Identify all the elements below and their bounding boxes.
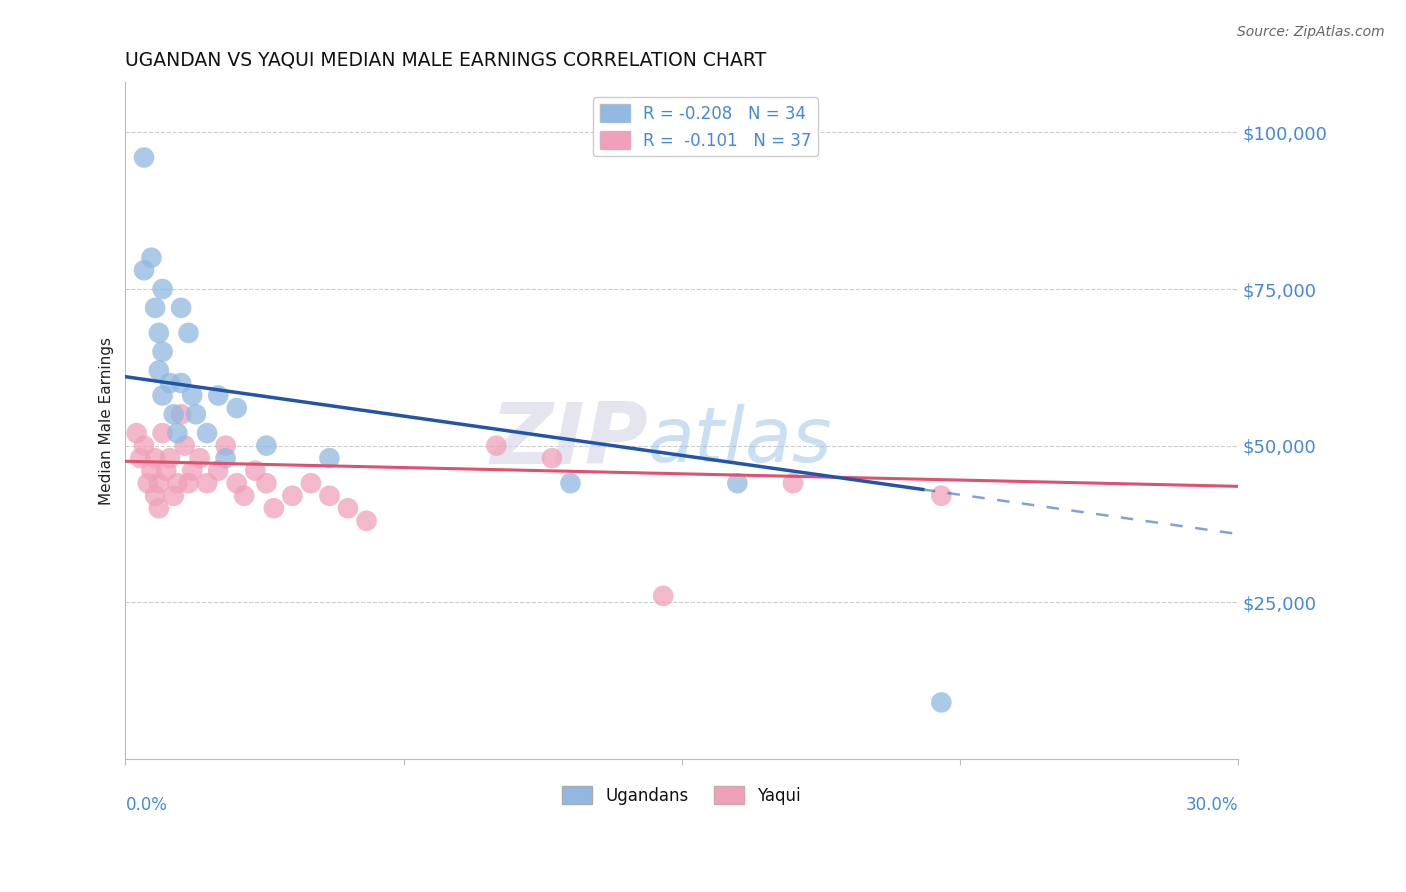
Point: [163, 407, 186, 421]
Point: [281, 489, 304, 503]
Text: atlas: atlas: [648, 404, 832, 478]
Point: [163, 489, 186, 503]
Point: [136, 476, 159, 491]
Point: [184, 407, 207, 421]
Point: [181, 388, 204, 402]
Point: [132, 151, 155, 165]
Point: [166, 476, 188, 491]
Point: [170, 376, 193, 390]
Point: [155, 464, 177, 478]
Point: [177, 476, 200, 491]
Point: [170, 301, 193, 315]
Point: [188, 451, 211, 466]
Text: UGANDAN VS YAQUI MEDIAN MALE EARNINGS CORRELATION CHART: UGANDAN VS YAQUI MEDIAN MALE EARNINGS CO…: [125, 51, 766, 70]
Point: [225, 476, 247, 491]
Point: [485, 439, 508, 453]
Point: [263, 501, 285, 516]
Text: 30.0%: 30.0%: [1185, 796, 1239, 814]
Point: [148, 363, 170, 377]
Point: [541, 451, 564, 466]
Text: Source: ZipAtlas.com: Source: ZipAtlas.com: [1237, 25, 1385, 39]
Point: [245, 464, 267, 478]
Point: [173, 439, 195, 453]
Point: [152, 388, 174, 402]
Point: [166, 426, 188, 441]
Text: 0.0%: 0.0%: [125, 796, 167, 814]
Point: [725, 476, 748, 491]
Point: [159, 451, 181, 466]
Y-axis label: Median Male Earnings: Median Male Earnings: [100, 336, 114, 505]
Point: [207, 388, 229, 402]
Point: [143, 301, 166, 315]
Point: [152, 282, 174, 296]
Point: [207, 464, 229, 478]
Point: [125, 426, 148, 441]
Point: [560, 476, 582, 491]
Point: [214, 451, 236, 466]
Point: [195, 426, 218, 441]
Point: [141, 464, 163, 478]
Legend: Ugandans, Yaqui: Ugandans, Yaqui: [555, 780, 807, 812]
Point: [152, 426, 174, 441]
Point: [195, 476, 218, 491]
Point: [318, 489, 340, 503]
Point: [318, 451, 340, 466]
Point: [782, 476, 804, 491]
Point: [233, 489, 256, 503]
Point: [148, 501, 170, 516]
Point: [652, 589, 675, 603]
Point: [143, 451, 166, 466]
Point: [214, 439, 236, 453]
Point: [148, 326, 170, 340]
Point: [299, 476, 322, 491]
Point: [148, 476, 170, 491]
Point: [152, 344, 174, 359]
Point: [170, 407, 193, 421]
Point: [181, 464, 204, 478]
Text: ZIP: ZIP: [491, 400, 648, 483]
Point: [931, 695, 953, 709]
Point: [141, 251, 163, 265]
Point: [143, 489, 166, 503]
Point: [254, 476, 277, 491]
Point: [336, 501, 359, 516]
Point: [132, 439, 155, 453]
Point: [931, 489, 953, 503]
Point: [129, 451, 152, 466]
Point: [254, 439, 277, 453]
Point: [225, 401, 247, 415]
Point: [356, 514, 378, 528]
Point: [177, 326, 200, 340]
Point: [159, 376, 181, 390]
Point: [132, 263, 155, 277]
